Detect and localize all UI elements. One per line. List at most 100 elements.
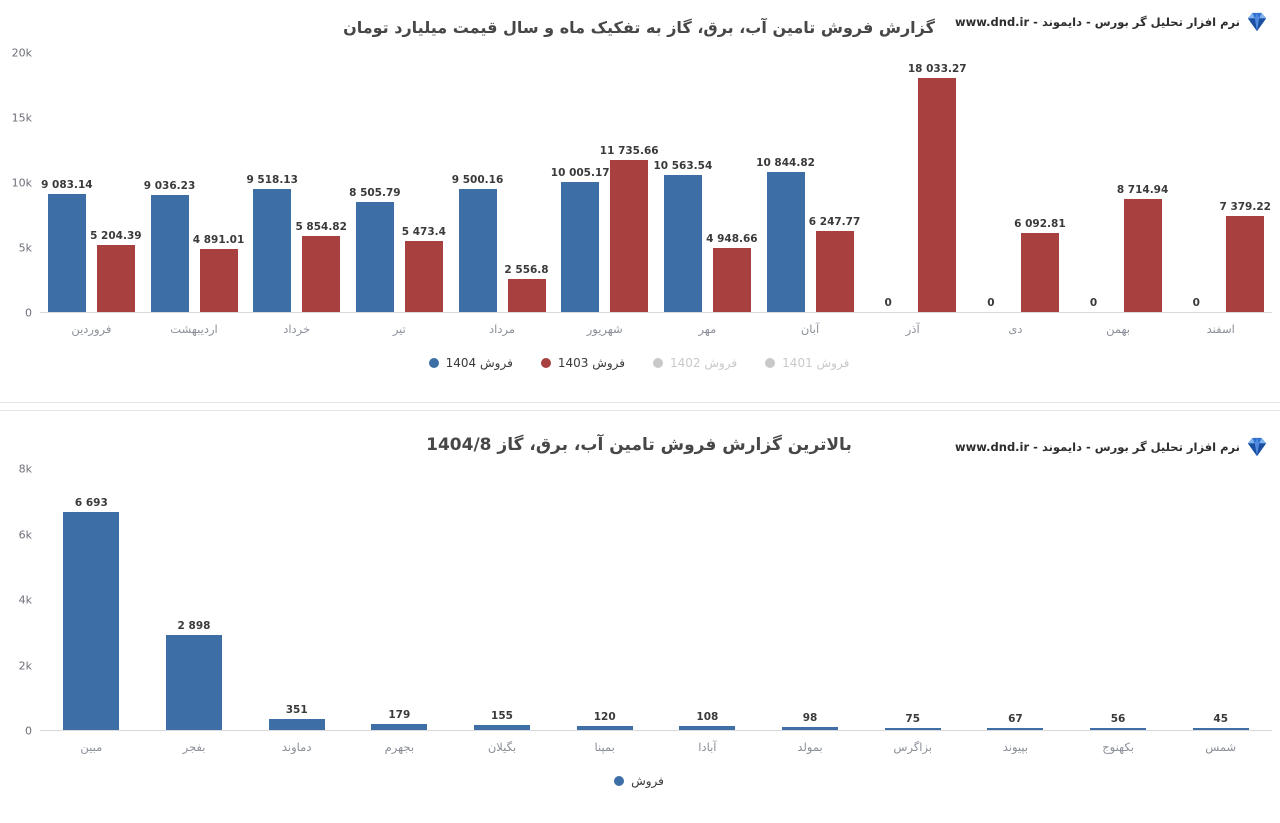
top-companies-chart: 8k 6k 4k 2k 0 6 693 2 898 351 179 155 120 108 98 75 6… <box>6 463 1272 754</box>
bar-value-label: 155 <box>491 709 513 722</box>
category-label: دماوند <box>281 740 312 754</box>
legend-item[interactable]: فروش 1402 <box>653 356 737 370</box>
bar[interactable] <box>47 194 86 312</box>
legend-dot-icon <box>428 358 439 368</box>
bar[interactable] <box>1226 216 1265 312</box>
bar[interactable] <box>199 248 238 312</box>
legend: فروش <box>6 774 1272 788</box>
bar[interactable] <box>253 188 292 312</box>
bar-column: 11 735.66 <box>600 53 659 312</box>
bar-column: 4 948.66 <box>706 53 758 312</box>
bar[interactable] <box>458 188 497 312</box>
bar[interactable] <box>302 236 341 312</box>
bar-value-label: 98 <box>802 711 818 724</box>
brand-text: نرم افزار تحلیل گر بورس - دایموند - www.… <box>955 15 1240 29</box>
bar-group: 75 <box>861 469 964 730</box>
bar[interactable] <box>507 278 546 312</box>
bar[interactable] <box>576 726 633 730</box>
bar-group: 10 005.17 11 735.66 <box>551 53 659 312</box>
bar[interactable] <box>1123 199 1162 312</box>
bar-value-label: 0 <box>1192 297 1200 309</box>
bar-value-label: 4 891.01 <box>192 233 245 246</box>
y-axis: 20k 15k 10k 5k 0 <box>6 47 40 320</box>
bar-value-label: 18 033.27 <box>907 63 967 76</box>
bar-column: 9 518.13 <box>246 53 298 312</box>
bar[interactable] <box>1020 233 1059 312</box>
bar-value-label: 75 <box>905 712 921 725</box>
legend-item[interactable]: فروش 1403 <box>540 356 625 370</box>
bar-group: 0 8 714.94 <box>1067 53 1170 312</box>
y-axis-tick: 0 <box>25 306 32 320</box>
bar[interactable] <box>815 231 854 312</box>
category-label: دی <box>1008 322 1023 336</box>
bar[interactable] <box>1192 728 1249 730</box>
bar[interactable] <box>404 241 443 312</box>
bar-value-label: 5 854.82 <box>295 221 347 234</box>
bar[interactable] <box>679 726 736 730</box>
bar[interactable] <box>561 182 600 312</box>
bar[interactable] <box>150 194 189 312</box>
bar-value-label: 9 518.13 <box>246 173 298 186</box>
bar-value-label: 45 <box>1213 713 1229 725</box>
bar-value-label: 5 473.4 <box>401 226 446 239</box>
bar-value-label: 7 379.22 <box>1219 201 1271 214</box>
bar[interactable] <box>96 244 135 312</box>
y-axis-tick: 6k <box>18 528 32 541</box>
bar[interactable] <box>712 247 751 312</box>
bar-column: 2 898 <box>166 469 222 730</box>
bar-group: 2 898 <box>143 469 246 730</box>
bar[interactable] <box>268 718 325 730</box>
bar[interactable] <box>474 724 531 730</box>
bar-column: 4 891.01 <box>193 53 244 312</box>
chart-title-monthly: گزارش فروش تامین آب، برق، گاز به تفکیک م… <box>343 18 935 37</box>
legend-item[interactable]: فروش 1404 <box>428 356 513 370</box>
bar-column: 9 083.14 <box>41 53 93 312</box>
bar[interactable] <box>1090 728 1147 730</box>
bar[interactable] <box>166 635 222 730</box>
bar[interactable] <box>766 171 805 312</box>
bar-column: 10 844.82 <box>756 53 815 312</box>
bar-group: 10 844.82 6 247.77 <box>756 53 862 312</box>
bar-column: 0 <box>1177 53 1215 312</box>
bar-column: 9 500.16 <box>452 53 503 312</box>
bar[interactable] <box>987 727 1044 730</box>
bar-column: 6 092.81 <box>1014 53 1066 312</box>
bar-group: 56 <box>1067 469 1170 730</box>
plot-area: 6 693 2 898 351 179 155 120 108 98 75 67 56 45 <box>40 469 1272 731</box>
bar[interactable] <box>918 78 957 312</box>
legend-label: فروش 1402 <box>670 356 738 370</box>
bar[interactable] <box>610 160 649 312</box>
bar-value-label: 11 735.66 <box>599 145 659 158</box>
bar[interactable] <box>371 724 428 730</box>
legend-dot-icon <box>540 358 551 368</box>
y-axis-tick: 4k <box>18 593 32 607</box>
y-axis-tick: 5k <box>18 241 32 255</box>
category-label: آذر <box>905 322 920 336</box>
bar-value-label: 6 092.81 <box>1014 218 1066 231</box>
bar-column: 0 <box>1075 53 1113 312</box>
bar-column: 179 <box>371 469 428 730</box>
bar[interactable] <box>663 175 702 312</box>
category-label: مرداد <box>489 322 515 336</box>
bar-value-label: 120 <box>593 711 616 724</box>
legend-item[interactable]: فروش 1401 <box>765 356 849 370</box>
bar-group: 67 <box>964 469 1067 730</box>
bar-value-label: 0 <box>1089 297 1098 309</box>
bar-column: 5 473.4 <box>401 53 446 312</box>
bar[interactable] <box>63 511 120 730</box>
bar-column: 108 <box>679 469 736 730</box>
category-label: بگیلان <box>487 740 517 754</box>
y-axis: 8k 6k 4k 2k 0 <box>6 463 40 738</box>
category-label: بزاگرس <box>893 740 933 754</box>
category-label: آبان <box>800 322 820 336</box>
chart-title-top-companies: بالاترین گزارش فروش تامین آب، برق، گاز 1… <box>426 435 852 455</box>
category-label: فروردین <box>71 322 112 336</box>
bar-column: 67 <box>987 469 1044 730</box>
bar[interactable] <box>782 726 839 730</box>
bar[interactable] <box>355 201 394 312</box>
legend-item[interactable]: فروش <box>614 774 664 788</box>
legend-dot-icon <box>614 776 625 786</box>
bar-value-label: 2 898 <box>177 620 211 633</box>
bar[interactable] <box>884 727 941 730</box>
